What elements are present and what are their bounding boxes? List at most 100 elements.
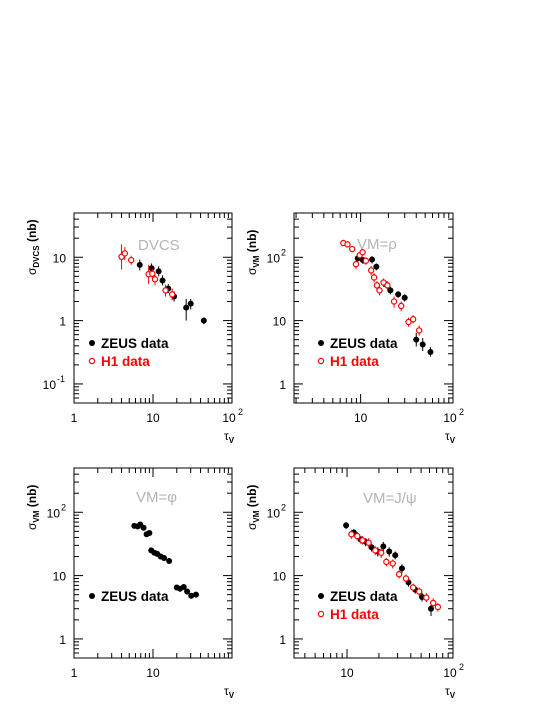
y-axis-label: σVM (nb) [245,230,261,275]
data-point-h1 [434,603,442,611]
data-point-zeus [401,294,408,301]
data-point-h1 [348,245,356,253]
y-tick-label: 10 [267,506,281,520]
x-tick-label: 10 [354,411,368,425]
axis-ticks [73,467,233,659]
data-point-h1 [377,549,385,556]
y-tick-label-exponent: -1 [57,374,65,384]
data-point-h1 [390,298,398,305]
data-point-h1 [169,291,176,298]
data-point-zeus [413,336,420,343]
legend: ZEUS data [89,589,169,604]
data-point-h1 [415,327,423,334]
data-point-h1 [395,571,403,578]
data-point-h1 [402,575,410,582]
data-point-h1 [409,316,417,323]
legend-label: H1 data [330,354,379,369]
data-point-zeus [148,265,155,272]
data-point-h1 [367,267,375,274]
data-point-h1 [348,531,355,538]
series-zeus [354,254,434,357]
legend-marker-h1 [88,357,96,365]
data-point-h1 [376,287,383,294]
x-tick-label: 1 [71,411,78,425]
legend-label: ZEUS data [330,589,398,604]
data-point-zeus [187,300,194,307]
data-point-h1 [370,274,378,281]
legend: ZEUS data H1 data [88,336,169,369]
data-point-h1 [362,257,370,264]
data-point-h1 [409,584,417,591]
y-tick-label: 1 [279,378,286,392]
x-tick-label: 10 [222,411,236,425]
series-zeus [131,521,199,599]
axis-ticks [294,212,454,404]
y-axis-label: σVM (nb) [245,485,261,530]
y-tick-label: 1 [59,633,66,647]
series-h1 [118,244,176,301]
data-point-h1 [372,547,379,554]
y-tick-label: 10 [273,570,287,584]
series-h1 [348,529,442,612]
legend: ZEUS data H1 data [317,336,398,369]
axis-ticks [294,467,454,659]
x-tick-label: 10 [443,411,457,425]
legend-marker-zeus [89,340,95,346]
data-point-zeus [155,268,162,275]
x-tick-label: 1 [71,666,78,680]
legend-marker-h1 [317,610,325,618]
data-point-zeus [140,524,147,531]
data-point-zeus [427,605,434,612]
panel-title: VM=ρ [357,236,397,253]
x-tick-label-exponent: 2 [459,662,464,672]
data-point-zeus [180,584,187,591]
data-point-h1 [151,276,159,283]
data-point-zeus [386,548,393,555]
y-tick-label: 1 [59,315,66,329]
data-point-h1 [365,539,372,546]
data-point-h1 [359,249,366,256]
data-point-zeus [373,263,380,270]
x-tick-label: 10 [146,411,160,425]
data-point-h1 [359,537,366,544]
data-series [118,244,207,325]
panel-title: DVCS [138,237,180,254]
data-point-zeus [369,256,376,263]
data-point-zeus [188,592,195,599]
panel-title: VM=φ [136,489,177,506]
legend-label: ZEUS data [101,589,169,604]
data-point-zeus [184,588,191,595]
data-point-zeus [395,291,402,298]
data-series [340,239,434,357]
data-point-zeus [343,522,350,529]
data-point-h1 [429,599,437,607]
data-point-h1 [128,256,135,264]
legend-label: H1 data [330,607,379,622]
legend-marker-zeus [318,340,324,346]
plot-frame [293,467,454,659]
data-point-h1 [383,558,390,566]
y-tick-label-exponent: 2 [281,247,286,257]
data-point-h1 [398,302,405,310]
data-point-zeus [136,261,143,268]
data-point-zeus [387,287,394,294]
data-series [131,521,199,599]
data-point-zeus [427,348,434,355]
x-axis-label: τV [224,684,235,700]
legend-marker-h1 [317,357,325,365]
data-point-h1 [423,594,430,601]
data-point-zeus [166,558,173,565]
x-tick-label: 10 [443,666,457,680]
data-point-zeus [380,543,387,550]
data-point-zeus [419,341,426,348]
x-tick-label: 10 [340,666,354,680]
data-point-zeus [183,304,190,311]
data-point-h1 [121,250,129,257]
data-point-zeus [398,565,405,572]
data-point-zeus [200,317,207,324]
data-point-h1 [384,282,391,289]
